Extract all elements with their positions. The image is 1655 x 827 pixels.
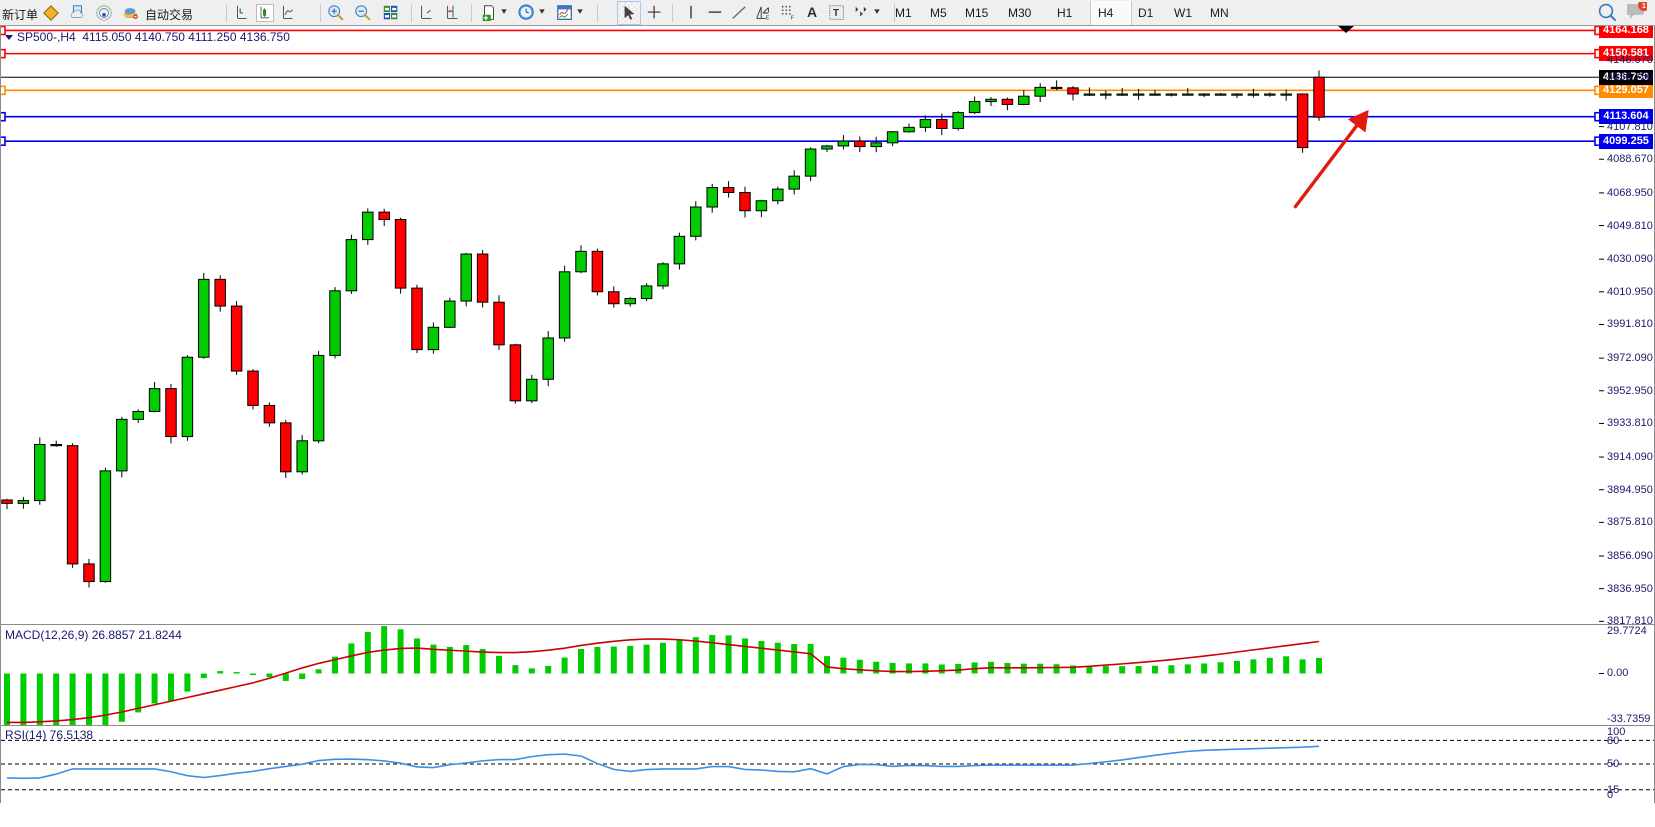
svg-text:F: F: [791, 15, 795, 21]
svg-text:T: T: [833, 8, 839, 19]
svg-text:E: E: [766, 15, 770, 21]
svg-text:1: 1: [1642, 3, 1646, 10]
